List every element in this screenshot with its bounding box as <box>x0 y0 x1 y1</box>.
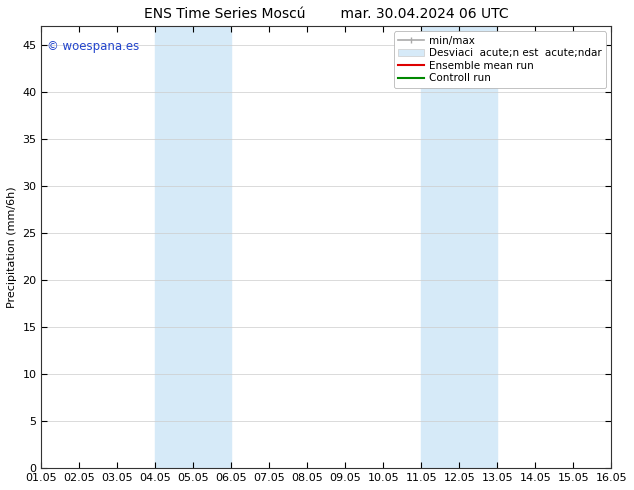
Legend: min/max, Desviaci  acute;n est  acute;ndar, Ensemble mean run, Controll run: min/max, Desviaci acute;n est acute;ndar… <box>394 31 606 88</box>
Title: ENS Time Series Moscú        mar. 30.04.2024 06 UTC: ENS Time Series Moscú mar. 30.04.2024 06… <box>144 7 508 21</box>
Bar <box>422 26 497 468</box>
Bar <box>155 26 231 468</box>
Text: © woespana.es: © woespana.es <box>47 40 139 52</box>
Y-axis label: Precipitation (mm/6h): Precipitation (mm/6h) <box>7 186 17 308</box>
